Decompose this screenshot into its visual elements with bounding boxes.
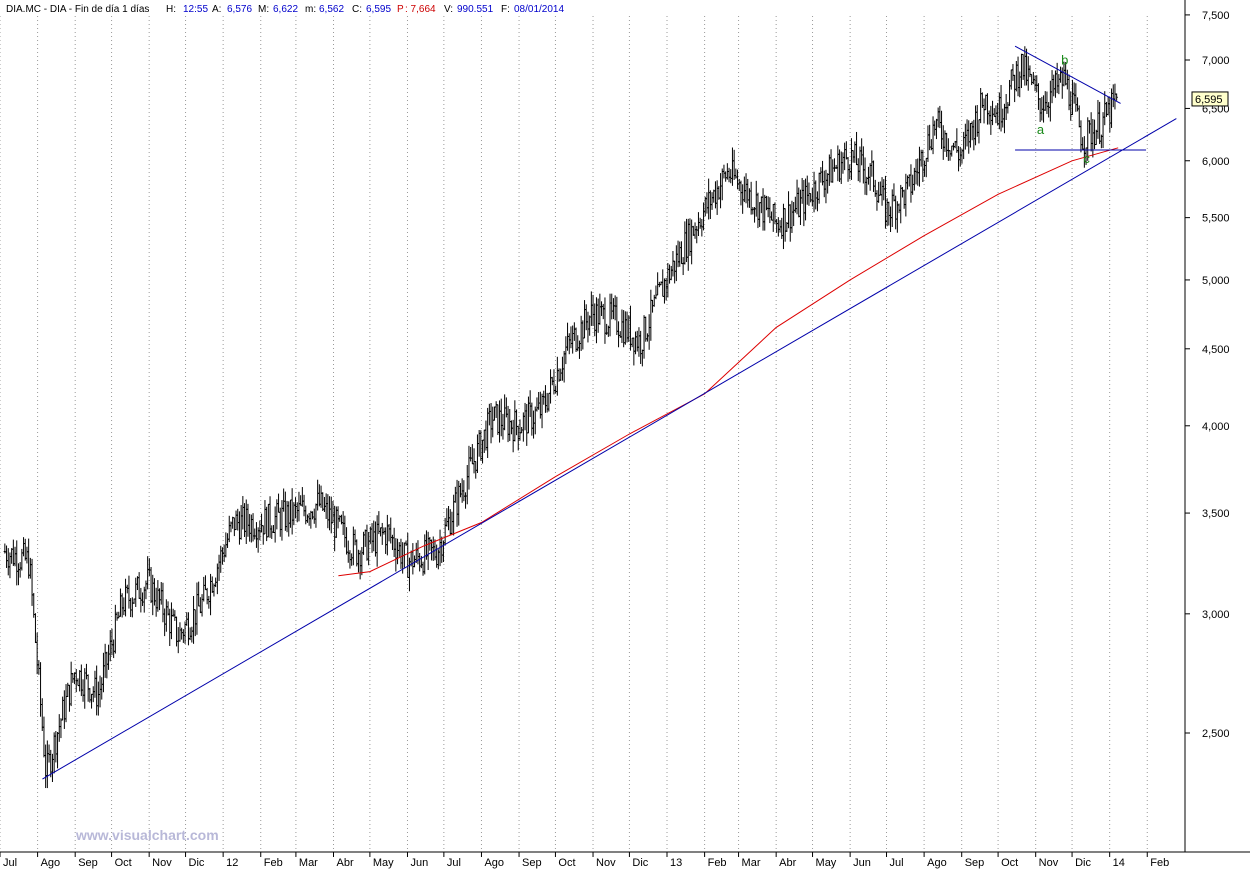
- price-axis: 2,500 3,000 3,500 4,000 4,500 5,000 5,500 6,000…: [1185, 10, 1230, 740]
- y-tick-label: 2,500: [1202, 728, 1230, 740]
- header-m-label: M:: [258, 4, 269, 15]
- header-p-label: P: [397, 4, 404, 15]
- x-tick-label: Jul: [3, 857, 17, 869]
- header-f-value: 08/01/2014: [514, 4, 564, 15]
- y-tick-label: 3,000: [1202, 609, 1230, 621]
- last-price-box: [1191, 91, 1229, 107]
- x-tick-label: Ago: [41, 857, 61, 869]
- time-axis: Jul Ago Sep Oct Nov Dic 12 Feb Mar Abr May Jun Jul Ag…: [0, 852, 1169, 869]
- y-tick-label: 7,000: [1202, 55, 1230, 67]
- wave-annotations: a b c: [1037, 53, 1090, 166]
- y-tick-label: 4,500: [1202, 344, 1230, 356]
- x-tick-label: 13: [670, 857, 682, 869]
- x-tick-label: Oct: [115, 857, 132, 869]
- y-tick-label: 5,000: [1202, 275, 1230, 287]
- x-tick-label: Feb: [264, 857, 283, 869]
- y-tick-label: 6,000: [1202, 156, 1230, 168]
- trendline: [1014, 45, 1121, 104]
- x-tick-label: Jun: [410, 857, 428, 869]
- ohlc-bar: [1115, 93, 1118, 101]
- x-tick-label: Sep: [78, 857, 98, 869]
- price-bars: [3, 46, 1118, 789]
- wave-label: c: [1083, 151, 1090, 166]
- x-tick-label: Nov: [596, 857, 616, 869]
- x-tick-label: Dic: [1075, 857, 1091, 869]
- y-tick-label: 7,500: [1202, 10, 1230, 22]
- x-tick-label: Jun: [853, 857, 871, 869]
- last-price-marker: 6,595: [1191, 91, 1229, 107]
- header-min-label: m:: [305, 4, 316, 15]
- x-tick-label: Dic: [189, 857, 205, 869]
- x-tick-label: Mar: [742, 857, 761, 869]
- x-tick-label: Oct: [1001, 857, 1018, 869]
- header-c-label: C:: [352, 4, 362, 15]
- x-tick-label: 14: [1113, 857, 1125, 869]
- x-tick-label: May: [373, 857, 394, 869]
- grid-lines: [0, 16, 1148, 852]
- header-min-value: 6,562: [319, 4, 344, 15]
- wave-label: b: [1061, 53, 1068, 68]
- y-tick-label: 5,500: [1202, 213, 1230, 225]
- x-tick-label: Nov: [1039, 857, 1059, 869]
- y-tick-label: 3,500: [1202, 508, 1230, 520]
- x-tick-label: Jul: [447, 857, 461, 869]
- watermark: www.visualchart.com: [75, 827, 219, 843]
- header-p-value: : 7,664: [405, 4, 436, 15]
- y-tick-label: 4,000: [1202, 421, 1230, 433]
- wave-label: a: [1037, 122, 1045, 137]
- x-tick-label: Feb: [1150, 857, 1169, 869]
- header-v-label: V:: [444, 4, 453, 15]
- x-tick-label: Ago: [484, 857, 504, 869]
- x-tick-label: Abr: [337, 857, 354, 869]
- header-m-value: 6,622: [273, 4, 298, 15]
- header-c-value: 6,595: [366, 4, 391, 15]
- x-tick-label: 12: [226, 857, 238, 869]
- trendline: [42, 118, 1177, 780]
- x-tick-label: Ago: [927, 857, 947, 869]
- trendline-layer: [42, 45, 1177, 780]
- header-h-value: 12:55: [183, 4, 208, 15]
- header-h-label: H:: [166, 4, 176, 15]
- x-tick-label: Dic: [632, 857, 648, 869]
- x-tick-label: Abr: [779, 857, 796, 869]
- x-tick-label: Sep: [522, 857, 542, 869]
- header-a-label: A:: [212, 4, 221, 15]
- x-tick-label: Oct: [558, 857, 575, 869]
- x-tick-label: Nov: [152, 857, 172, 869]
- x-tick-label: Mar: [299, 857, 318, 869]
- header-v-value: 990.551: [457, 4, 494, 15]
- x-tick-label: May: [816, 857, 837, 869]
- x-tick-label: Jul: [890, 857, 904, 869]
- last-price-label: 6,595: [1195, 94, 1223, 106]
- x-tick-label: Feb: [708, 857, 727, 869]
- header-a-value: 6,576: [227, 4, 252, 15]
- x-tick-label: Sep: [965, 857, 985, 869]
- header-info: DIA.MC - DIA - Fin de día 1 días H: 12:5…: [6, 4, 564, 15]
- header-f-label: F:: [501, 4, 510, 15]
- header-symbol: DIA.MC - DIA - Fin de día 1 días: [6, 4, 149, 15]
